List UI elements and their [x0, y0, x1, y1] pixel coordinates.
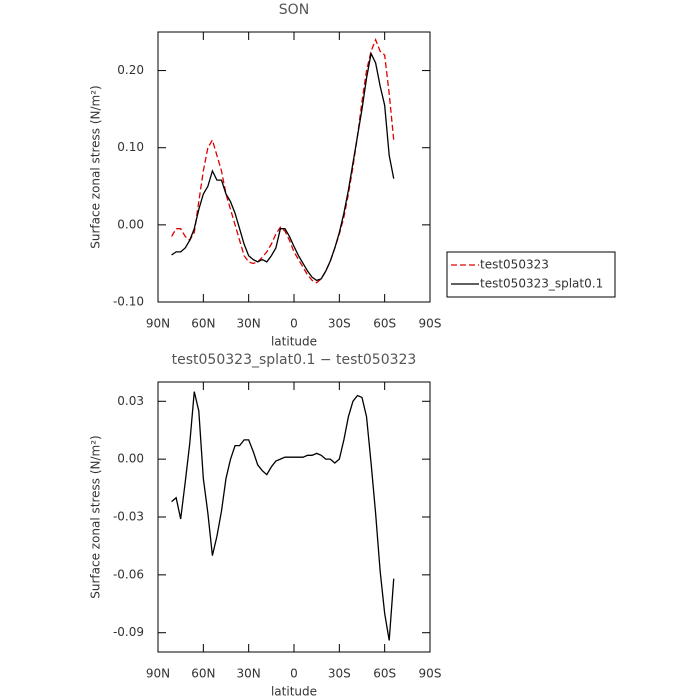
data-line: [171, 391, 395, 641]
y-tick-label: 0.20: [117, 63, 144, 77]
legend-box: [446, 251, 616, 298]
y-axis-label: Surface zonal stress (N/m²): [89, 85, 103, 249]
data-line: [171, 51, 395, 282]
x-tick-label: 30S: [328, 667, 351, 681]
x-axis-label: latitude: [271, 335, 317, 349]
x-tick-label: 90S: [419, 317, 442, 331]
y-tick-label: -0.06: [113, 567, 144, 581]
chart-title: test050323_splat0.1 − test050323: [172, 352, 417, 368]
x-tick-label: 60N: [191, 667, 215, 681]
panel: SON latitude Surface zonal stress (N/m²) 90…: [89, 2, 616, 349]
plot-frame: [157, 31, 431, 303]
y-tick-label: 0.03: [117, 394, 144, 408]
x-tick-label: 60S: [373, 317, 396, 331]
y-tick-label: 0.00: [117, 217, 144, 231]
x-tick-label: 30N: [237, 317, 261, 331]
y-tick-label: -0.10: [113, 295, 144, 309]
x-tick-label: 0: [290, 667, 298, 681]
plot-frame: [157, 381, 431, 653]
x-tick-label: 60N: [191, 317, 215, 331]
y-axis-label: Surface zonal stress (N/m²): [89, 435, 103, 599]
x-tick-label: 90N: [146, 317, 170, 331]
x-tick-label: 90S: [419, 667, 442, 681]
chart-title: SON: [279, 2, 309, 18]
x-tick-label: 30N: [237, 667, 261, 681]
data-line: [171, 37, 395, 284]
x-tick-label: 90N: [146, 667, 170, 681]
legend-label: test050323_splat0.1: [480, 277, 603, 291]
x-tick-label: 60S: [373, 667, 396, 681]
x-axis-label: latitude: [271, 685, 317, 699]
panel: test050323_splat0.1 − test050323 latitude…: [89, 352, 442, 699]
x-tick-label: 0: [290, 317, 298, 331]
y-tick-label: -0.03: [113, 510, 144, 524]
y-tick-label: 0.10: [117, 140, 144, 154]
y-tick-label: -0.09: [113, 625, 144, 639]
x-tick-label: 30S: [328, 317, 351, 331]
y-tick-label: 0.00: [117, 452, 144, 466]
legend-label: test050323: [480, 258, 549, 272]
